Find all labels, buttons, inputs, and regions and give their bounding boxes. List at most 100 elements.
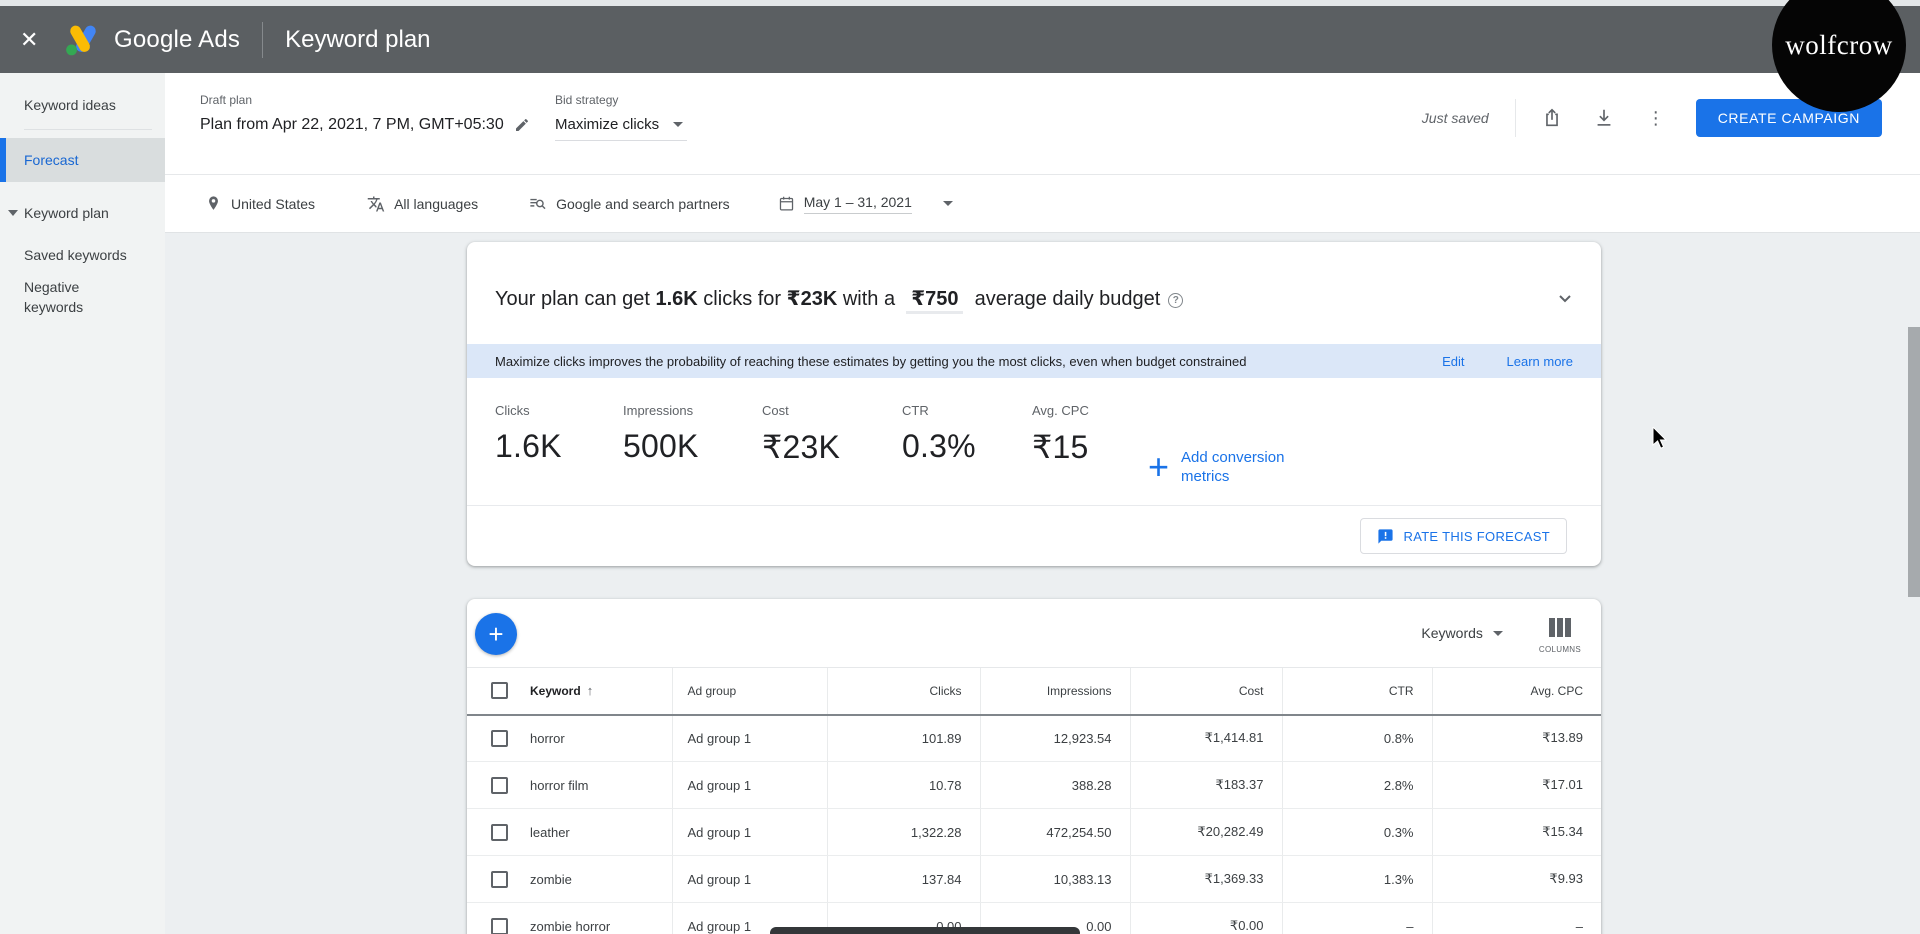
chevron-down-icon bbox=[943, 201, 953, 206]
column-header-ad-group[interactable]: Ad group bbox=[672, 668, 827, 715]
cell-clicks: 137.84 bbox=[827, 856, 980, 903]
bid-strategy-dropdown[interactable]: Maximize clicks bbox=[555, 116, 687, 141]
column-header-keyword[interactable]: Keyword↑ bbox=[515, 668, 672, 715]
plan-name-text: Plan from Apr 22, 2021, 7 PM, GMT+05:30 bbox=[200, 116, 504, 134]
draft-plan-label: Draft plan bbox=[200, 93, 530, 107]
table-row: leather Ad group 1 1,322.28 472,254.50 ₹… bbox=[467, 809, 1601, 856]
share-icon[interactable] bbox=[1540, 106, 1564, 130]
sidebar-item-keyword-plan[interactable]: Keyword plan bbox=[0, 195, 165, 231]
daily-budget-editable[interactable]: ₹750 bbox=[906, 288, 963, 314]
cell-clicks: 1,322.28 bbox=[827, 809, 980, 856]
horizontal-scrollbar[interactable] bbox=[770, 927, 1080, 934]
columns-icon bbox=[1549, 618, 1571, 637]
plus-icon: + bbox=[1148, 452, 1169, 482]
sort-ascending-icon: ↑ bbox=[587, 683, 594, 698]
view-selector-label: Keywords bbox=[1421, 625, 1482, 641]
columns-button[interactable]: COLUMNS bbox=[1539, 612, 1581, 654]
more-options-icon[interactable]: ⋮ bbox=[1644, 106, 1668, 130]
metric-label: Avg. CPC bbox=[1032, 403, 1148, 418]
column-header-ctr[interactable]: CTR bbox=[1282, 668, 1432, 715]
forecast-metrics: Clicks 1.6K Impressions 500K Cost ₹23K C… bbox=[467, 378, 1601, 505]
chevron-down-icon bbox=[8, 210, 18, 216]
cell-ad-group: Ad group 1 bbox=[672, 809, 827, 856]
help-circle-icon[interactable]: ? bbox=[1168, 293, 1183, 308]
date-range-selector[interactable]: May 1 – 31, 2021 bbox=[778, 194, 953, 214]
cell-impressions: 10,383.13 bbox=[980, 856, 1130, 903]
add-keyword-fab[interactable]: + bbox=[475, 613, 517, 655]
google-ads-logo-icon bbox=[64, 23, 102, 57]
vertical-scrollbar[interactable] bbox=[1908, 327, 1920, 597]
sidebar-item-forecast[interactable]: Forecast bbox=[0, 138, 165, 182]
sidebar: Keyword ideas Forecast Keyword plan Save… bbox=[0, 73, 165, 934]
metric-label: Cost bbox=[762, 403, 902, 418]
cell-avg-cpc: ₹15.34 bbox=[1432, 809, 1601, 856]
sidebar-item-saved-keywords[interactable]: Saved keywords bbox=[0, 237, 165, 273]
metric-value: 0.3% bbox=[902, 428, 1032, 465]
chevron-down-icon bbox=[673, 122, 683, 127]
banner-learn-more-link[interactable]: Learn more bbox=[1507, 354, 1573, 369]
column-header-avg-cpc[interactable]: Avg. CPC bbox=[1432, 668, 1601, 715]
date-range-value: May 1 – 31, 2021 bbox=[804, 194, 912, 214]
metric-value: 500K bbox=[623, 428, 762, 465]
bid-strategy-block: Bid strategy Maximize clicks bbox=[555, 93, 687, 141]
row-checkbox[interactable] bbox=[491, 824, 508, 841]
language-filter-label: All languages bbox=[394, 196, 478, 212]
top-app-bar: ✕ Google Ads Keyword plan bbox=[0, 6, 1920, 73]
cell-avg-cpc: – bbox=[1432, 903, 1601, 934]
metric-value: ₹15 bbox=[1032, 428, 1148, 466]
column-header-impressions[interactable]: Impressions bbox=[980, 668, 1130, 715]
row-checkbox[interactable] bbox=[491, 918, 508, 934]
cell-ctr: 0.8% bbox=[1282, 715, 1432, 762]
column-header-clicks[interactable]: Clicks bbox=[827, 668, 980, 715]
language-filter[interactable]: All languages bbox=[367, 195, 478, 213]
download-icon[interactable] bbox=[1592, 106, 1616, 130]
cell-avg-cpc: ₹17.01 bbox=[1432, 762, 1601, 809]
edit-pencil-icon[interactable] bbox=[514, 117, 530, 133]
sidebar-item-label: Keyword plan bbox=[24, 205, 109, 221]
cell-keyword: leather bbox=[515, 809, 672, 856]
plan-header: Draft plan Plan from Apr 22, 2021, 7 PM,… bbox=[165, 73, 1920, 175]
row-checkbox[interactable] bbox=[491, 871, 508, 888]
metric-impressions: Impressions 500K bbox=[623, 403, 762, 505]
collapse-chevron-icon[interactable] bbox=[1553, 286, 1577, 310]
rate-this-forecast-button[interactable]: RATE THIS FORECAST bbox=[1360, 518, 1568, 554]
cell-cost: ₹20,282.49 bbox=[1130, 809, 1282, 856]
banner-text: Maximize clicks improves the probability… bbox=[495, 354, 1400, 369]
cell-keyword: horror bbox=[515, 715, 672, 762]
headline-clicks-value: 1.6K bbox=[656, 288, 698, 310]
column-header-cost[interactable]: Cost bbox=[1130, 668, 1282, 715]
cell-impressions: 472,254.50 bbox=[980, 809, 1130, 856]
add-conversion-metrics-button[interactable]: + Add conversion metrics bbox=[1148, 429, 1291, 505]
table-view-selector[interactable]: Keywords bbox=[1421, 625, 1502, 641]
mouse-cursor bbox=[1652, 427, 1672, 451]
bid-strategy-value: Maximize clicks bbox=[555, 116, 659, 133]
cell-clicks: 10.78 bbox=[827, 762, 980, 809]
metric-label: Clicks bbox=[495, 403, 623, 418]
metric-value: ₹23K bbox=[762, 428, 902, 466]
plan-name[interactable]: Plan from Apr 22, 2021, 7 PM, GMT+05:30 bbox=[200, 116, 530, 134]
search-network-icon bbox=[528, 194, 547, 213]
cell-cost: ₹0.00 bbox=[1130, 903, 1282, 934]
sidebar-item-keyword-ideas[interactable]: Keyword ideas bbox=[0, 87, 165, 123]
network-filter[interactable]: Google and search partners bbox=[528, 194, 730, 213]
metric-clicks: Clicks 1.6K bbox=[495, 403, 623, 505]
keywords-table-card: + Keywords COLUMNS Keyword↑ Ad group Cli… bbox=[467, 599, 1601, 934]
forecast-summary-card: Your plan can get 1.6K clicks for ₹23K w… bbox=[467, 242, 1601, 566]
cell-ad-group: Ad group 1 bbox=[672, 715, 827, 762]
metric-label: CTR bbox=[902, 403, 1032, 418]
row-checkbox[interactable] bbox=[491, 730, 508, 747]
topbar-divider bbox=[262, 22, 263, 58]
select-all-checkbox[interactable] bbox=[491, 682, 508, 699]
cell-keyword: zombie bbox=[515, 856, 672, 903]
banner-edit-link[interactable]: Edit bbox=[1442, 354, 1464, 369]
header-divider bbox=[1515, 99, 1516, 137]
close-icon[interactable]: ✕ bbox=[20, 27, 48, 53]
row-checkbox[interactable] bbox=[491, 777, 508, 794]
sidebar-item-negative-keywords[interactable]: Negative keywords bbox=[0, 275, 165, 323]
location-filter[interactable]: United States bbox=[205, 195, 315, 212]
metric-ctr: CTR 0.3% bbox=[902, 403, 1032, 505]
bid-strategy-banner: Maximize clicks improves the probability… bbox=[467, 344, 1601, 378]
metric-value: 1.6K bbox=[495, 428, 623, 465]
network-filter-label: Google and search partners bbox=[556, 196, 730, 212]
cell-cost: ₹1,369.33 bbox=[1130, 856, 1282, 903]
